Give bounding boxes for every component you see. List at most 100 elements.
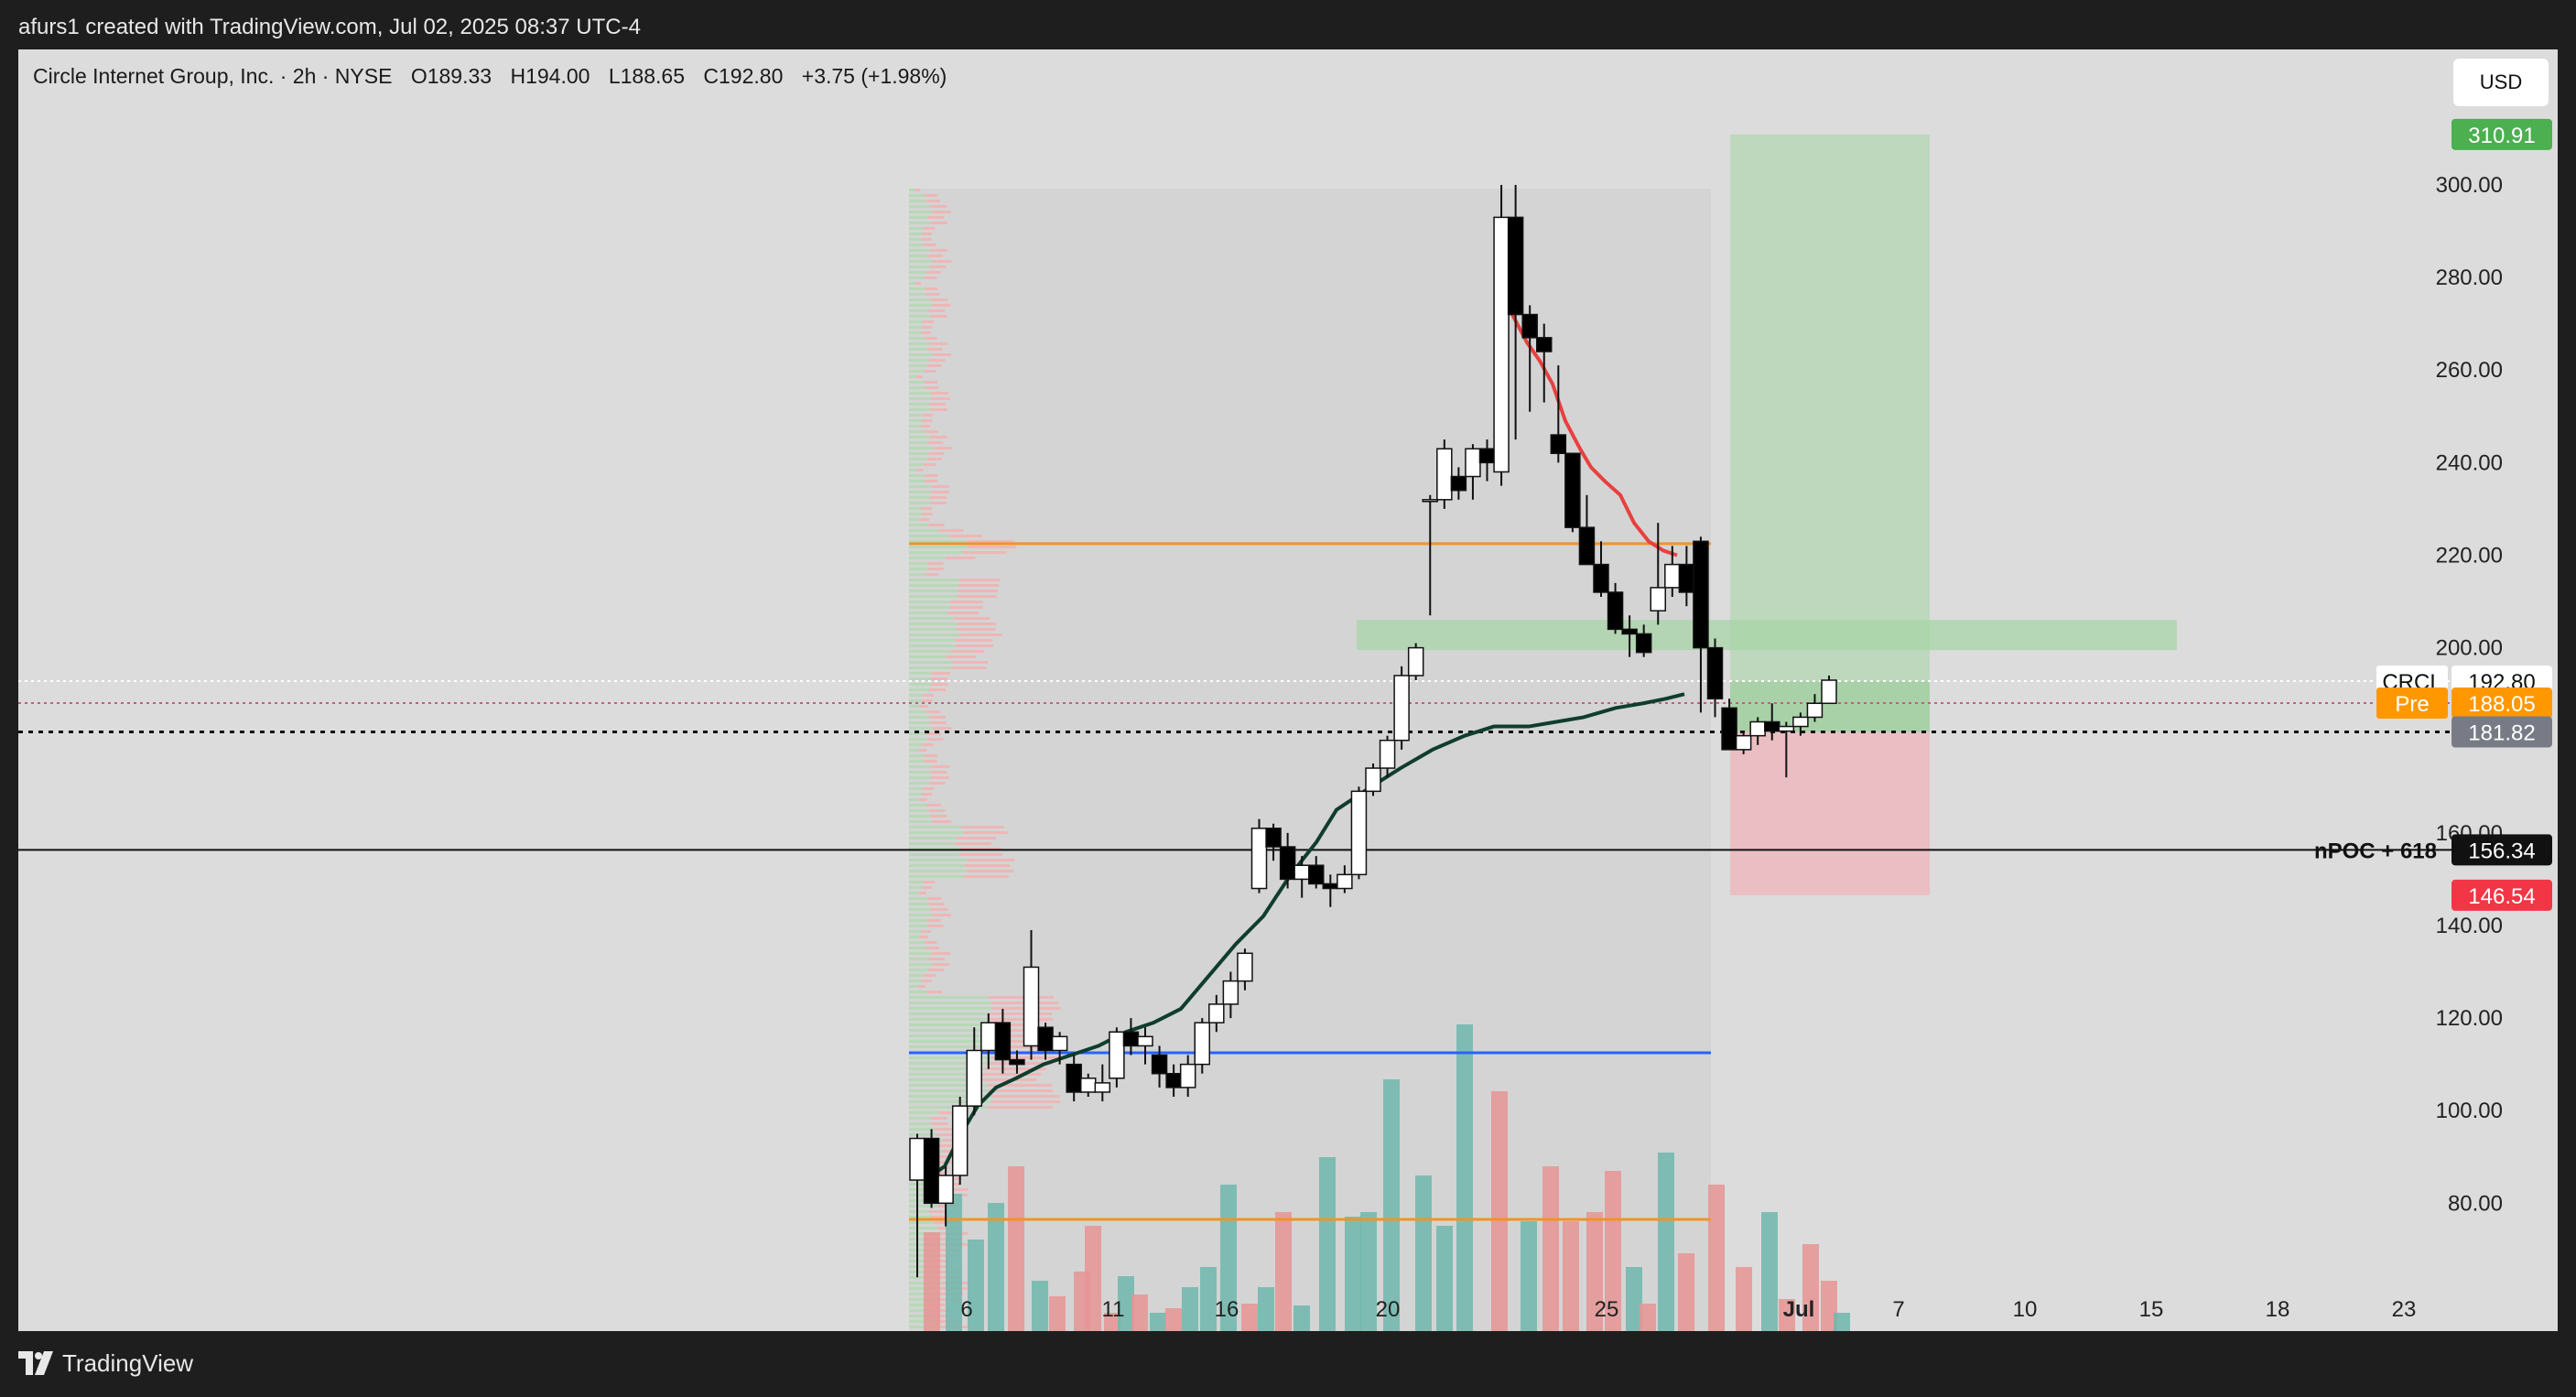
candle-up (1350, 790, 1368, 876)
profile-row-up (909, 249, 931, 252)
profile-row-up (909, 200, 926, 202)
profile-row-up (909, 315, 930, 318)
profile-row-down (934, 1128, 955, 1131)
profile-row-up (909, 474, 925, 477)
profile-row-down (930, 392, 948, 395)
candle-down (1678, 563, 1695, 593)
candle-up (1365, 767, 1381, 793)
volume-bar (1626, 1267, 1642, 1331)
vwap-line (930, 692, 1685, 1177)
profile-row-up (909, 397, 932, 400)
profile-row-down (923, 787, 935, 790)
profile-row-up (909, 655, 947, 658)
profile-row-up (909, 634, 960, 636)
profile-row-down (959, 634, 1002, 636)
volume-bar (1032, 1281, 1048, 1331)
candle-up (1792, 716, 1809, 728)
volume-bar (1761, 1212, 1778, 1331)
volume-bar (1640, 1304, 1656, 1331)
profile-row-up (909, 644, 956, 647)
volume-bar (924, 1232, 940, 1331)
profile-row-up (909, 579, 959, 581)
profile-row-up (909, 518, 921, 521)
profile-row-up (909, 639, 956, 642)
profile-row-down (930, 677, 948, 680)
volume-bar (1736, 1267, 1752, 1331)
supply-zone[interactable] (1357, 620, 2177, 651)
profile-row-up (909, 688, 930, 691)
profile-row-down (923, 463, 936, 466)
volume-bar (1165, 1308, 1182, 1331)
indicator-lines (930, 313, 1685, 1177)
candle-up (1749, 720, 1766, 737)
profile-row-up (909, 430, 925, 433)
profile-row-down (917, 985, 926, 988)
price-tick-label: 80.00 (2448, 1191, 2503, 1216)
profile-row-down (963, 831, 1008, 834)
profile-row-up (909, 694, 923, 697)
profile-row-down (924, 974, 936, 977)
candle-down (1009, 1058, 1025, 1066)
candle-up (1465, 448, 1481, 478)
profile-row-up (909, 617, 954, 620)
low-label: L (608, 64, 621, 88)
volume-bar (1319, 1157, 1336, 1331)
candle-up (1407, 646, 1424, 677)
profile-row-down (925, 287, 938, 290)
chart-panel[interactable]: 300.00 280.00 260.00 240.00 220.00 200.00 160.… (18, 49, 2558, 1331)
profile-row-up (909, 974, 925, 977)
currency-button[interactable]: USD (2453, 59, 2549, 106)
profile-row-up (909, 672, 932, 675)
profile-row-up (909, 447, 933, 449)
profile-row-up (909, 815, 930, 818)
long-stop-zone[interactable] (1730, 731, 1930, 895)
profile-row-up (909, 326, 922, 329)
profile-row-down (932, 447, 952, 449)
profile-row-up (909, 947, 926, 949)
volume-bar (1605, 1171, 1621, 1331)
profile-row-down (963, 875, 1009, 878)
price-chart[interactable]: 300.00280.00260.00240.00220.00200.00160.… (18, 49, 2558, 1331)
time-axis: 6 11 16 20 25 Jul 7 10 15 18 23 (960, 1297, 2416, 1322)
candle-down (1593, 563, 1609, 593)
profile-row-down (937, 1111, 962, 1114)
profile-row-down (935, 1254, 957, 1257)
candle-up (1208, 1003, 1225, 1023)
price-tag-box (2452, 118, 2552, 150)
profile-row-down (958, 584, 999, 587)
volume-bar (968, 1240, 984, 1331)
profile-row-down (929, 408, 947, 411)
price-tick-label: 100.00 (2436, 1099, 2503, 1123)
low-value: 188.65 (620, 64, 685, 88)
profile-row-down (929, 436, 947, 439)
symbol-name: Circle Internet Group, Inc. · 2h · NYSE (33, 64, 393, 88)
time-tick-label: 10 (2013, 1297, 2038, 1322)
profile-row-up (909, 936, 920, 938)
profile-row-up (909, 1260, 931, 1262)
profile-row-up (909, 1117, 930, 1120)
profile-row-up (909, 194, 925, 197)
candle-down (1564, 452, 1581, 528)
profile-row-up (909, 348, 927, 351)
profile-row-down (949, 606, 983, 609)
candle-up (909, 1137, 925, 1181)
profile-row-up (909, 738, 928, 741)
profile-row-down (929, 1210, 947, 1213)
price-tick-label: 140.00 (2436, 914, 2503, 938)
profile-row-down (922, 513, 933, 515)
profile-row-down (932, 353, 952, 356)
candle-up (1080, 1078, 1097, 1093)
profile-row-up (909, 628, 957, 631)
profile-row-down (930, 485, 949, 488)
profile-row-up (909, 853, 961, 856)
volume-bar (1678, 1253, 1694, 1331)
profile-row-down (927, 441, 944, 444)
profile-row-up (909, 903, 929, 905)
high-value: 194.00 (525, 64, 590, 88)
profile-row-down (991, 1045, 1060, 1048)
profile-row-down (988, 1018, 1054, 1021)
profile-row-down (931, 491, 949, 493)
profile-row-up (909, 930, 922, 933)
volume-bar (1456, 1024, 1473, 1331)
profile-row-down (938, 529, 964, 532)
